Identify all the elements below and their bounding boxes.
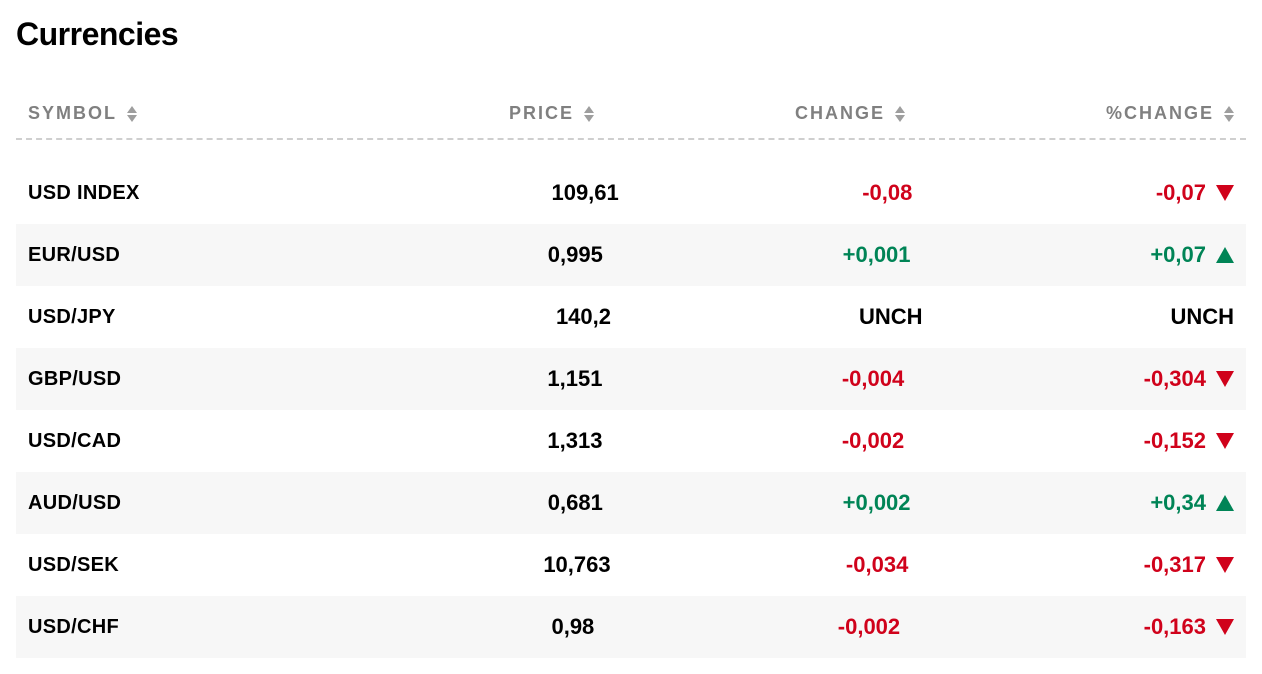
- table-row[interactable]: EUR/USD 0,995 +0,001 +0,07: [16, 224, 1246, 286]
- table-row[interactable]: USD/CHF 0,98 -0,002 -0,163: [16, 596, 1246, 658]
- column-header-label: %CHANGE: [1106, 103, 1214, 124]
- symbol-value: EUR/USD: [28, 244, 120, 267]
- change-cell: +0,002: [603, 490, 911, 516]
- trend-down-icon: [1216, 557, 1234, 573]
- symbol-cell: AUD/USD: [28, 492, 308, 515]
- change-cell: -0,002: [602, 428, 904, 454]
- table-header: SYMBOL PRICE CHANGE %CHANGE: [16, 93, 1246, 140]
- price-cell: 0,98: [308, 614, 594, 640]
- table-row[interactable]: USD/CAD 1,313 -0,002 -0,152: [16, 410, 1246, 472]
- change-cell: -0,08: [619, 180, 913, 206]
- percent-change-value: -0,317: [1144, 552, 1206, 578]
- page-title: Currencies: [16, 16, 1246, 53]
- change-cell: -0,034: [611, 552, 909, 578]
- percent-change-cell: -0,163: [900, 614, 1234, 640]
- symbol-value: USD INDEX: [28, 182, 140, 205]
- change-value: UNCH: [859, 304, 923, 330]
- change-value: +0,001: [843, 242, 911, 268]
- price-value: 0,98: [551, 614, 594, 640]
- column-header-label: PRICE: [509, 103, 574, 124]
- sort-arrows-icon: [1224, 106, 1234, 122]
- table-row[interactable]: USD INDEX 109,61 -0,08 -0,07: [16, 162, 1246, 224]
- table-row[interactable]: AUD/USD 0,681 +0,002 +0,34: [16, 472, 1246, 534]
- symbol-cell: USD INDEX: [28, 182, 308, 205]
- change-value: +0,002: [843, 490, 911, 516]
- price-value: 1,151: [547, 366, 602, 392]
- percent-change-value: -0,304: [1144, 366, 1206, 392]
- column-header-label: CHANGE: [795, 103, 885, 124]
- table-row[interactable]: GBP/USD 1,151 -0,004 -0,304: [16, 348, 1246, 410]
- symbol-cell: USD/JPY: [28, 306, 308, 329]
- change-value: -0,002: [842, 428, 904, 454]
- trend-down-icon: [1216, 371, 1234, 387]
- percent-change-cell: +0,34: [911, 490, 1234, 516]
- change-cell: +0,001: [603, 242, 911, 268]
- symbol-value: USD/CHF: [28, 616, 119, 639]
- percent-change-value: UNCH: [1170, 304, 1234, 330]
- column-header-change[interactable]: CHANGE: [594, 103, 905, 124]
- price-value: 0,681: [548, 490, 603, 516]
- table-body: USD INDEX 109,61 -0,08 -0,07 EUR/USD 0,995 +0,…: [16, 162, 1246, 658]
- price-value: 0,995: [548, 242, 603, 268]
- column-header-percent-change[interactable]: %CHANGE: [905, 103, 1234, 124]
- price-cell: 0,681: [308, 490, 603, 516]
- price-cell: 0,995: [308, 242, 603, 268]
- price-value: 10,763: [543, 552, 610, 578]
- symbol-cell: EUR/USD: [28, 244, 308, 267]
- price-cell: 109,61: [308, 180, 619, 206]
- symbol-value: GBP/USD: [28, 368, 121, 391]
- symbol-value: USD/SEK: [28, 554, 119, 577]
- percent-change-cell: UNCH: [923, 304, 1235, 330]
- percent-change-value: -0,07: [1156, 180, 1206, 206]
- price-value: 1,313: [547, 428, 602, 454]
- change-cell: UNCH: [611, 304, 923, 330]
- column-header-price[interactable]: PRICE: [308, 103, 594, 124]
- percent-change-cell: -0,304: [904, 366, 1234, 392]
- percent-change-value: +0,34: [1150, 490, 1206, 516]
- trend-down-icon: [1216, 619, 1234, 635]
- price-cell: 1,151: [308, 366, 602, 392]
- change-value: -0,034: [846, 552, 908, 578]
- sort-arrows-icon: [127, 106, 137, 122]
- sort-arrows-icon: [584, 106, 594, 122]
- symbol-cell: USD/CAD: [28, 430, 308, 453]
- trend-up-icon: [1216, 247, 1234, 263]
- column-header-symbol[interactable]: SYMBOL: [28, 103, 308, 124]
- percent-change-value: -0,152: [1144, 428, 1206, 454]
- price-cell: 1,313: [308, 428, 602, 454]
- symbol-value: AUD/USD: [28, 492, 121, 515]
- price-cell: 140,2: [308, 304, 611, 330]
- symbol-value: USD/JPY: [28, 306, 116, 329]
- percent-change-cell: -0,152: [904, 428, 1234, 454]
- symbol-value: USD/CAD: [28, 430, 121, 453]
- percent-change-value: +0,07: [1150, 242, 1206, 268]
- column-header-label: SYMBOL: [28, 103, 117, 124]
- sort-arrows-icon: [895, 106, 905, 122]
- percent-change-value: -0,163: [1144, 614, 1206, 640]
- change-cell: -0,004: [602, 366, 904, 392]
- symbol-cell: USD/CHF: [28, 616, 308, 639]
- symbol-cell: USD/SEK: [28, 554, 308, 577]
- trend-up-icon: [1216, 495, 1234, 511]
- percent-change-cell: -0,07: [912, 180, 1234, 206]
- change-value: -0,08: [862, 180, 912, 206]
- change-value: -0,002: [838, 614, 900, 640]
- change-cell: -0,002: [594, 614, 900, 640]
- price-value: 109,61: [551, 180, 618, 206]
- trend-down-icon: [1216, 185, 1234, 201]
- price-cell: 10,763: [308, 552, 611, 578]
- trend-down-icon: [1216, 433, 1234, 449]
- percent-change-cell: +0,07: [911, 242, 1234, 268]
- symbol-cell: GBP/USD: [28, 368, 308, 391]
- change-value: -0,004: [842, 366, 904, 392]
- currencies-table: SYMBOL PRICE CHANGE %CHANGE: [16, 93, 1246, 658]
- price-value: 140,2: [556, 304, 611, 330]
- table-row[interactable]: USD/JPY 140,2 UNCH UNCH: [16, 286, 1246, 348]
- table-row[interactable]: USD/SEK 10,763 -0,034 -0,317: [16, 534, 1246, 596]
- percent-change-cell: -0,317: [908, 552, 1234, 578]
